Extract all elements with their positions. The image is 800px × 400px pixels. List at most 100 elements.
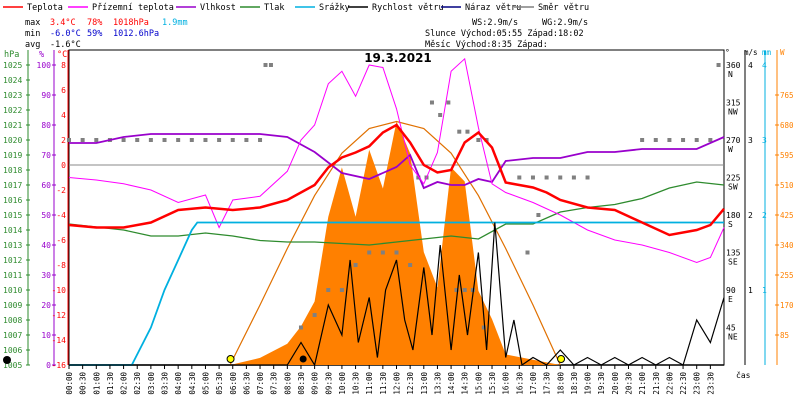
x-tick-label: 03:30 xyxy=(161,372,170,395)
moon-phase-marker xyxy=(3,356,11,364)
temp-tick-label: 0 xyxy=(61,161,66,170)
wind-direction-point xyxy=(380,250,385,255)
wind-direction-point xyxy=(339,288,344,292)
stats-avg-label: avg xyxy=(25,40,40,50)
x-tick-label: 23:30 xyxy=(706,372,715,395)
dir-tick-compass: W xyxy=(728,145,733,154)
x-tick-label: 10:00 xyxy=(338,372,347,395)
w-tick-label: 595 xyxy=(780,151,794,160)
hpa-axis-title: hPa xyxy=(4,50,19,60)
pct-tick-label: 0 xyxy=(46,361,51,370)
moonrise-marker xyxy=(299,355,307,363)
wind-direction-point xyxy=(408,263,413,267)
wind-direction-point xyxy=(268,63,273,67)
temp-tick-label: -8 xyxy=(56,261,66,270)
stats-block: max 3.4°C 78% 1018hPa 1.9mm min -6.0°C 5… xyxy=(25,18,188,50)
ms-tick-label: 2 xyxy=(748,211,753,220)
x-tick-label: 15:00 xyxy=(474,372,483,395)
x-axis-label: čas xyxy=(736,370,751,380)
hpa-tick-label: 1018 xyxy=(3,166,22,175)
solar-area xyxy=(230,121,561,365)
dir-tick-compass: NW xyxy=(728,108,738,117)
x-tick-label: 18:30 xyxy=(570,372,579,395)
w-tick-label: 510 xyxy=(780,181,794,190)
x-tick-label: 13:00 xyxy=(420,372,429,395)
legend-label: Směr větru xyxy=(538,3,589,13)
x-tick-label: 07:30 xyxy=(270,372,279,395)
x-tick-label: 08:30 xyxy=(297,372,306,395)
x-tick-label: 00:30 xyxy=(79,372,88,395)
hpa-tick-label: 1005 xyxy=(3,361,22,370)
pct-tick-label: 40 xyxy=(41,241,51,250)
legend: Teplota Přízemní teplota Vlhkost Tlak Srážky… xyxy=(3,3,589,13)
wind-ws: WS:2.9m/s xyxy=(472,18,518,28)
sunset-marker xyxy=(557,355,566,363)
wind-direction-point xyxy=(217,138,222,142)
moon-times: Měsíc Východ:8:35 Západ: xyxy=(425,40,548,50)
x-tick-label: 23:00 xyxy=(693,372,702,395)
pct-tick-label: 30 xyxy=(41,271,51,280)
dir-axis-title: ° xyxy=(725,48,730,57)
ms-tick-label: 3 xyxy=(748,136,753,145)
temp-tick-label: -6 xyxy=(56,236,66,245)
legend-label: Náraz větru xyxy=(465,3,521,13)
temp-tick-label: -10 xyxy=(52,286,67,295)
w-axis-title: W xyxy=(780,48,785,57)
wind-direction-point xyxy=(263,63,268,67)
x-tick-label: 11:30 xyxy=(379,372,388,395)
legend-label: Přízemní teplota xyxy=(92,3,174,13)
pressure-line xyxy=(68,181,725,246)
wind-direction-point xyxy=(67,138,71,142)
x-tick-label: 09:00 xyxy=(311,372,320,395)
wind-direction-point xyxy=(571,175,576,180)
wind-direction-point xyxy=(326,288,331,292)
dir-tick-label: 270 xyxy=(726,136,741,145)
ms-tick-label: 4 xyxy=(748,61,753,70)
stats-min-label: min xyxy=(25,29,40,39)
dir-tick-label: 180 xyxy=(726,211,741,220)
pct-tick-label: 90 xyxy=(41,91,51,100)
x-tick-label: 01:00 xyxy=(92,372,101,395)
wind-direction-point xyxy=(94,138,99,142)
pct-tick-label: 20 xyxy=(41,301,51,310)
wind-direction-point xyxy=(536,213,541,217)
x-tick-label: 13:30 xyxy=(433,372,442,395)
x-tick-label: 16:30 xyxy=(515,372,524,395)
hpa-tick-label: 1013 xyxy=(3,241,22,250)
temperature-line xyxy=(68,123,725,237)
wind-direction-point xyxy=(121,138,126,142)
wind-direction-point xyxy=(416,175,421,180)
hpa-tick-label: 1019 xyxy=(3,151,22,160)
w-tick-label: 425 xyxy=(780,211,794,220)
legend-label: Tlak xyxy=(264,3,284,13)
hpa-tick-label: 1007 xyxy=(3,331,22,340)
x-tick-label: 09:30 xyxy=(324,372,333,395)
hpa-tick-label: 1025 xyxy=(3,61,22,70)
stats-rain: 1.9mm xyxy=(162,18,188,28)
solar-theory-line xyxy=(229,120,561,366)
pct-tick-label: 60 xyxy=(41,181,51,190)
hpa-tick-label: 1022 xyxy=(3,106,22,115)
mm-tick-label: 1 xyxy=(762,286,767,295)
x-tick-label: 04:00 xyxy=(174,372,183,395)
wind-direction-point xyxy=(544,175,549,180)
mm-tick-label: 3 xyxy=(762,136,767,145)
dir-tick-label: 360 xyxy=(726,61,741,70)
wind-wg: WG:2.9m/s xyxy=(542,18,588,28)
legend-label: Vlhkost xyxy=(200,3,236,13)
wind-direction-point xyxy=(203,138,208,142)
hpa-tick-label: 1024 xyxy=(3,76,22,85)
pct-tick-label: 10 xyxy=(41,331,51,340)
x-tick-label: 08:00 xyxy=(283,372,292,395)
x-tick-label: 02:30 xyxy=(133,372,142,395)
wind-direction-point xyxy=(681,138,686,142)
x-tick-label: 11:00 xyxy=(365,372,374,395)
x-tick-label: 07:00 xyxy=(256,372,265,395)
w-tick-label: 85 xyxy=(780,331,789,340)
ms-axis-title: m/s xyxy=(744,48,758,57)
x-tick-label: 10:30 xyxy=(352,372,361,395)
wind-direction-point xyxy=(148,138,153,142)
w-tick-label: 170 xyxy=(780,301,794,310)
x-tick-label: 14:30 xyxy=(461,372,470,395)
stats-min-temp: -6.0°C xyxy=(50,29,81,39)
